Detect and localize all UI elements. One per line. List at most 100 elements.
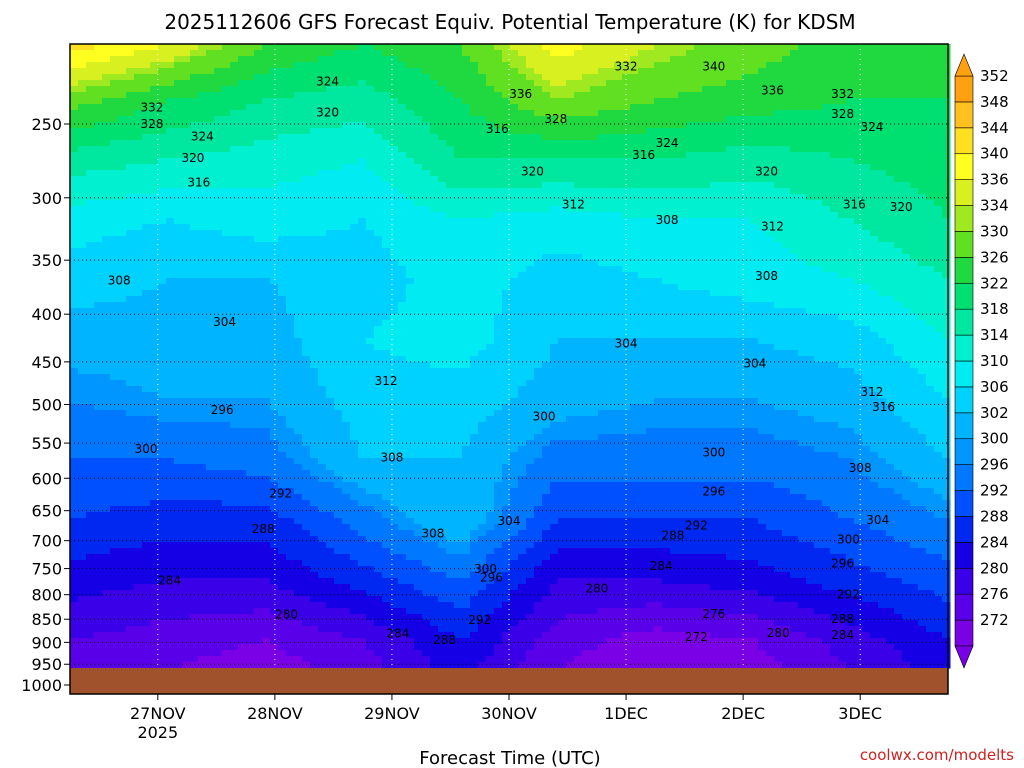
field-cell: [486, 176, 495, 183]
field-cell: [126, 68, 135, 75]
field-cell: [198, 158, 207, 165]
field-cell: [838, 206, 847, 213]
field-cell: [534, 122, 543, 129]
field-cell: [822, 254, 831, 261]
field-cell: [446, 92, 455, 99]
field-cell: [470, 140, 479, 147]
field-cell: [454, 278, 463, 285]
field-cell: [598, 110, 607, 117]
field-cell: [150, 248, 159, 255]
field-cell: [342, 260, 351, 267]
field-cell: [534, 242, 543, 249]
field-cell: [422, 176, 431, 183]
field-cell: [870, 194, 879, 201]
field-cell: [382, 182, 391, 189]
field-cell: [654, 56, 663, 63]
field-cell: [270, 218, 279, 225]
field-cell: [574, 212, 583, 219]
field-cell: [414, 50, 423, 57]
field-cell: [470, 230, 479, 237]
field-cell: [406, 158, 415, 165]
field-cell: [502, 50, 511, 57]
field-cell: [494, 146, 503, 153]
field-cell: [894, 200, 903, 207]
field-cell: [886, 98, 895, 105]
field-cell: [606, 242, 615, 249]
field-cell: [934, 68, 943, 75]
field-cell: [126, 200, 135, 207]
field-cell: [934, 182, 943, 189]
field-cell: [550, 140, 559, 147]
field-cell: [830, 296, 839, 303]
field-cell: [614, 188, 623, 195]
field-cell: [590, 134, 599, 141]
field-cell: [430, 98, 439, 105]
field-cell: [374, 116, 383, 123]
field-cell: [214, 200, 223, 207]
field-cell: [702, 86, 711, 93]
field-cell: [150, 200, 159, 207]
field-cell: [582, 308, 591, 315]
field-cell: [278, 290, 287, 297]
field-cell: [254, 170, 263, 177]
field-cell: [118, 104, 127, 111]
field-cell: [134, 104, 143, 111]
field-cell: [158, 80, 167, 87]
field-cell: [478, 290, 487, 297]
field-cell: [102, 56, 111, 63]
field-cell: [550, 236, 559, 243]
field-cell: [342, 248, 351, 255]
field-cell: [214, 188, 223, 195]
field-cell: [78, 98, 87, 105]
field-cell: [302, 224, 311, 231]
field-cell: [926, 122, 935, 129]
field-cell: [238, 182, 247, 189]
field-cell: [830, 56, 839, 63]
field-cell: [542, 74, 551, 81]
field-cell: [382, 260, 391, 267]
field-cell: [814, 68, 823, 75]
field-cell: [286, 266, 295, 273]
field-cell: [718, 170, 727, 177]
field-cell: [782, 248, 791, 255]
field-cell: [654, 74, 663, 81]
field-cell: [518, 254, 527, 261]
field-cell: [510, 44, 519, 51]
field-cell: [454, 92, 463, 99]
field-cell: [374, 86, 383, 93]
field-cell: [110, 182, 119, 189]
field-cell: [310, 146, 319, 153]
field-cell: [926, 140, 935, 147]
field-cell: [910, 68, 919, 75]
field-cell: [470, 128, 479, 135]
field-cell: [718, 104, 727, 111]
field-cell: [294, 242, 303, 249]
field-cell: [910, 212, 919, 219]
field-cell: [854, 188, 863, 195]
field-cell: [926, 134, 935, 141]
field-cell: [702, 236, 711, 243]
field-cell: [918, 86, 927, 93]
field-cell: [630, 206, 639, 213]
field-cell: [862, 50, 871, 57]
field-cell: [822, 74, 831, 81]
field-cell: [846, 212, 855, 219]
field-cell: [206, 218, 215, 225]
field-cell: [934, 230, 943, 237]
field-cell: [110, 296, 119, 303]
field-cell: [574, 272, 583, 279]
field-cell: [342, 266, 351, 273]
field-cell: [358, 104, 367, 111]
field-cell: [158, 128, 167, 135]
field-cell: [774, 212, 783, 219]
field-cell: [206, 206, 215, 213]
field-cell: [326, 152, 335, 159]
field-cell: [830, 164, 839, 171]
field-cell: [542, 122, 551, 129]
field-cell: [142, 116, 151, 123]
field-cell: [606, 230, 615, 237]
field-cell: [726, 194, 735, 201]
field-cell: [894, 74, 903, 81]
field-cell: [334, 188, 343, 195]
field-cell: [142, 92, 151, 99]
